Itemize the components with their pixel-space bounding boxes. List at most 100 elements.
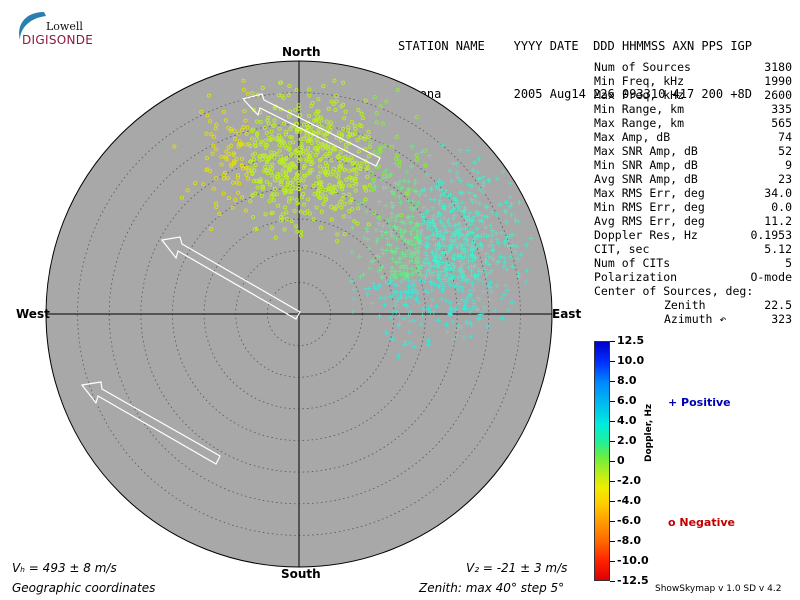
source-point: + bbox=[461, 305, 468, 314]
source-point: + bbox=[433, 250, 440, 259]
source-point: + bbox=[450, 215, 457, 224]
source-point: + bbox=[454, 226, 461, 235]
source-point: + bbox=[425, 336, 432, 345]
source-point: + bbox=[454, 168, 461, 177]
source-point: + bbox=[394, 223, 401, 232]
source-point: + bbox=[469, 256, 476, 265]
source-point: + bbox=[388, 246, 395, 255]
source-point bbox=[301, 178, 306, 183]
source-point: + bbox=[425, 304, 432, 313]
source-point: + bbox=[369, 257, 376, 266]
stat-label: Min RMS Err, deg bbox=[594, 200, 705, 214]
source-point: + bbox=[402, 338, 409, 347]
source-point: + bbox=[484, 203, 491, 212]
source-point: + bbox=[440, 282, 447, 291]
source-point: + bbox=[410, 269, 417, 278]
source-point bbox=[248, 199, 253, 204]
source-point: + bbox=[455, 252, 462, 261]
source-point: + bbox=[421, 216, 428, 225]
source-point bbox=[338, 149, 343, 155]
source-point bbox=[382, 171, 387, 176]
source-point: + bbox=[507, 252, 514, 261]
source-point: + bbox=[417, 187, 424, 196]
source-point bbox=[363, 98, 368, 103]
stat-row: Min Freq, kHz 1990 bbox=[594, 74, 792, 88]
source-point: + bbox=[488, 226, 495, 235]
source-point: + bbox=[411, 281, 418, 290]
source-point: + bbox=[420, 304, 427, 313]
source-point: + bbox=[424, 243, 431, 252]
source-point bbox=[306, 154, 312, 159]
source-point: + bbox=[405, 273, 412, 282]
source-point: + bbox=[425, 219, 432, 228]
legend-positive: + Positive bbox=[668, 396, 731, 409]
source-point bbox=[327, 151, 332, 156]
source-point: + bbox=[406, 248, 413, 257]
stat-row: Center of Sources, deg: bbox=[594, 284, 792, 298]
source-point bbox=[263, 165, 268, 170]
source-point: + bbox=[501, 239, 508, 248]
source-point: + bbox=[435, 263, 442, 272]
source-point: + bbox=[411, 234, 418, 243]
source-point bbox=[298, 113, 303, 118]
source-point bbox=[236, 131, 241, 136]
source-point: + bbox=[451, 272, 458, 281]
source-point bbox=[367, 144, 372, 149]
source-point: + bbox=[516, 273, 523, 282]
source-point: + bbox=[415, 235, 422, 244]
source-point: + bbox=[506, 242, 513, 251]
source-point: + bbox=[471, 273, 478, 282]
source-point: + bbox=[390, 201, 397, 210]
source-point bbox=[333, 107, 338, 113]
source-point: + bbox=[405, 246, 412, 255]
source-point: + bbox=[494, 174, 501, 183]
source-point: + bbox=[382, 293, 389, 302]
source-point: + bbox=[494, 235, 501, 244]
source-point: + bbox=[451, 222, 458, 231]
source-point bbox=[316, 121, 322, 127]
source-point bbox=[214, 122, 219, 127]
source-point bbox=[395, 153, 400, 158]
source-point: + bbox=[435, 229, 442, 238]
source-point bbox=[222, 173, 227, 178]
source-point: + bbox=[435, 178, 442, 187]
source-point: + bbox=[431, 308, 438, 317]
source-point: + bbox=[424, 206, 431, 215]
source-point: + bbox=[430, 268, 437, 277]
source-point: + bbox=[406, 338, 413, 347]
source-point: + bbox=[494, 259, 501, 268]
source-point: + bbox=[403, 168, 410, 177]
source-point bbox=[266, 115, 271, 121]
source-point bbox=[241, 124, 246, 130]
source-point: + bbox=[379, 231, 386, 240]
stat-row: Max Amp, dB 74 bbox=[594, 130, 792, 144]
source-point: + bbox=[515, 271, 522, 280]
source-point bbox=[341, 126, 346, 131]
source-point: + bbox=[488, 253, 495, 262]
source-point bbox=[394, 134, 400, 139]
source-point bbox=[334, 99, 339, 104]
source-point: + bbox=[405, 287, 412, 296]
source-point: + bbox=[437, 217, 444, 226]
source-point: + bbox=[424, 224, 431, 233]
source-point: + bbox=[407, 317, 414, 326]
source-point bbox=[289, 196, 294, 201]
source-point bbox=[303, 184, 308, 189]
stat-label: Polarization bbox=[594, 270, 678, 284]
stat-label: Num of CITs bbox=[594, 256, 671, 270]
source-point bbox=[301, 122, 307, 127]
source-point: + bbox=[473, 233, 480, 242]
source-point: + bbox=[432, 241, 439, 250]
source-point: + bbox=[370, 256, 377, 265]
source-point: + bbox=[415, 221, 422, 230]
source-point bbox=[295, 201, 300, 206]
source-point: + bbox=[432, 256, 439, 265]
source-point bbox=[279, 136, 284, 141]
source-point: + bbox=[456, 219, 463, 228]
source-point bbox=[372, 94, 377, 100]
source-point: + bbox=[461, 259, 468, 268]
source-point: + bbox=[462, 248, 469, 257]
source-point: + bbox=[439, 250, 446, 259]
source-point: + bbox=[415, 234, 422, 243]
source-point: + bbox=[468, 195, 475, 204]
